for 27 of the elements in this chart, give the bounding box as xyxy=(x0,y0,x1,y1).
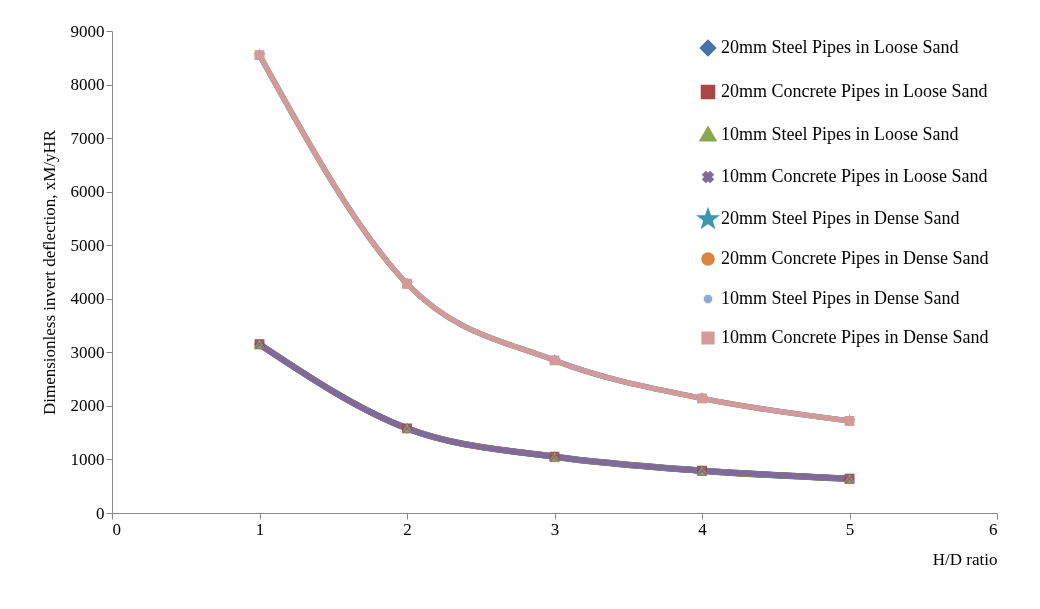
x-tick-label: 5 xyxy=(845,519,855,539)
y-axis-title: Dimensionless invert deflection, xM/yHR xyxy=(39,129,59,416)
legend-label: 20mm Concrete Pipes in Dense Sand xyxy=(721,248,989,268)
legend-label: 10mm Concrete Pipes in Dense Sand xyxy=(721,327,989,347)
y-tick-label: 9000 xyxy=(70,21,105,41)
y-tick-label: 1000 xyxy=(70,449,105,469)
y-tick-label: 7000 xyxy=(70,128,105,148)
y-tick-label: 0 xyxy=(96,503,105,523)
y-tick-label: 3000 xyxy=(70,342,105,362)
x-tick-label: 3 xyxy=(550,519,560,539)
x-tick-label: 4 xyxy=(698,519,708,539)
legend-label: 20mm Concrete Pipes in Loose Sand xyxy=(721,81,988,101)
legend-label: 20mm Steel Pipes in Dense Sand xyxy=(721,208,960,228)
legend-label: 10mm Steel Pipes in Dense Sand xyxy=(721,288,960,308)
x-tick-label: 2 xyxy=(403,519,412,539)
y-tick-label: 4000 xyxy=(70,289,105,309)
y-tick-label: 2000 xyxy=(70,396,105,416)
legend-label: 10mm Steel Pipes in Loose Sand xyxy=(721,124,959,144)
y-tick-label: 5000 xyxy=(70,235,105,255)
x-tick-label: 6 xyxy=(989,519,998,539)
legend-label: 10mm Concrete Pipes in Loose Sand xyxy=(721,166,988,186)
legend-label: 20mm Steel Pipes in Loose Sand xyxy=(721,37,959,57)
y-tick-label: 6000 xyxy=(70,182,105,202)
y-tick-label: 8000 xyxy=(70,75,105,95)
x-tick-label: 0 xyxy=(112,519,121,539)
x-tick-label: 1 xyxy=(255,519,265,539)
x-axis-title: H/D ratio xyxy=(932,549,998,569)
